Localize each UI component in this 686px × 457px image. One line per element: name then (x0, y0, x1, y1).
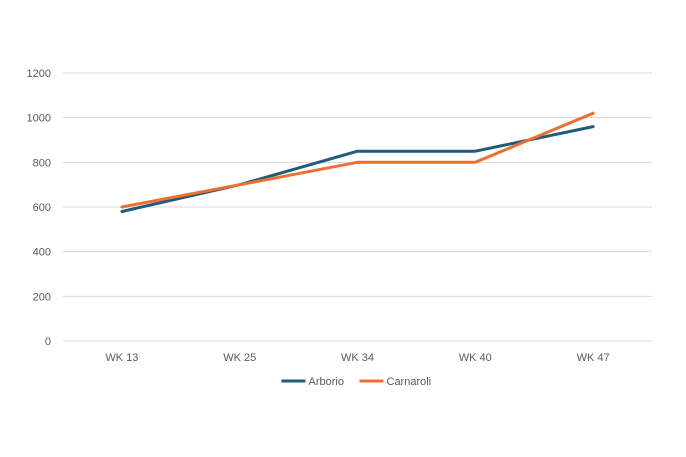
y-tick-label: 600 (33, 202, 51, 214)
gridlines (63, 72, 652, 342)
legend-label: Arborio (309, 376, 344, 388)
y-tick-label: 400 (33, 247, 51, 259)
series-lines (120, 111, 595, 213)
y-tick-label: 0 (45, 336, 51, 348)
y-tick-label: 200 (33, 291, 51, 303)
y-tick-label: 1200 (27, 68, 51, 80)
x-tick-label: WK 47 (577, 352, 610, 364)
x-tick-label: WK 34 (341, 352, 374, 364)
series-line-carnaroli (120, 111, 595, 209)
legend: Arborio Carnaroli (281, 376, 432, 388)
series-line-arborio (120, 125, 595, 213)
y-tick-label: 1000 (27, 113, 51, 125)
x-tick-label: WK 40 (459, 352, 492, 364)
x-tick-label: WK 13 (105, 352, 138, 364)
y-tick-label: 800 (33, 157, 51, 169)
legend-label: Carnaroli (387, 376, 432, 388)
x-tick-label: WK 25 (223, 352, 256, 364)
y-axis-tick-labels: 0 200 400 600 800 1000 1200 (27, 68, 51, 348)
x-axis-tick-labels: WK 13 WK 25 WK 34 WK 40 WK 47 (105, 352, 609, 364)
